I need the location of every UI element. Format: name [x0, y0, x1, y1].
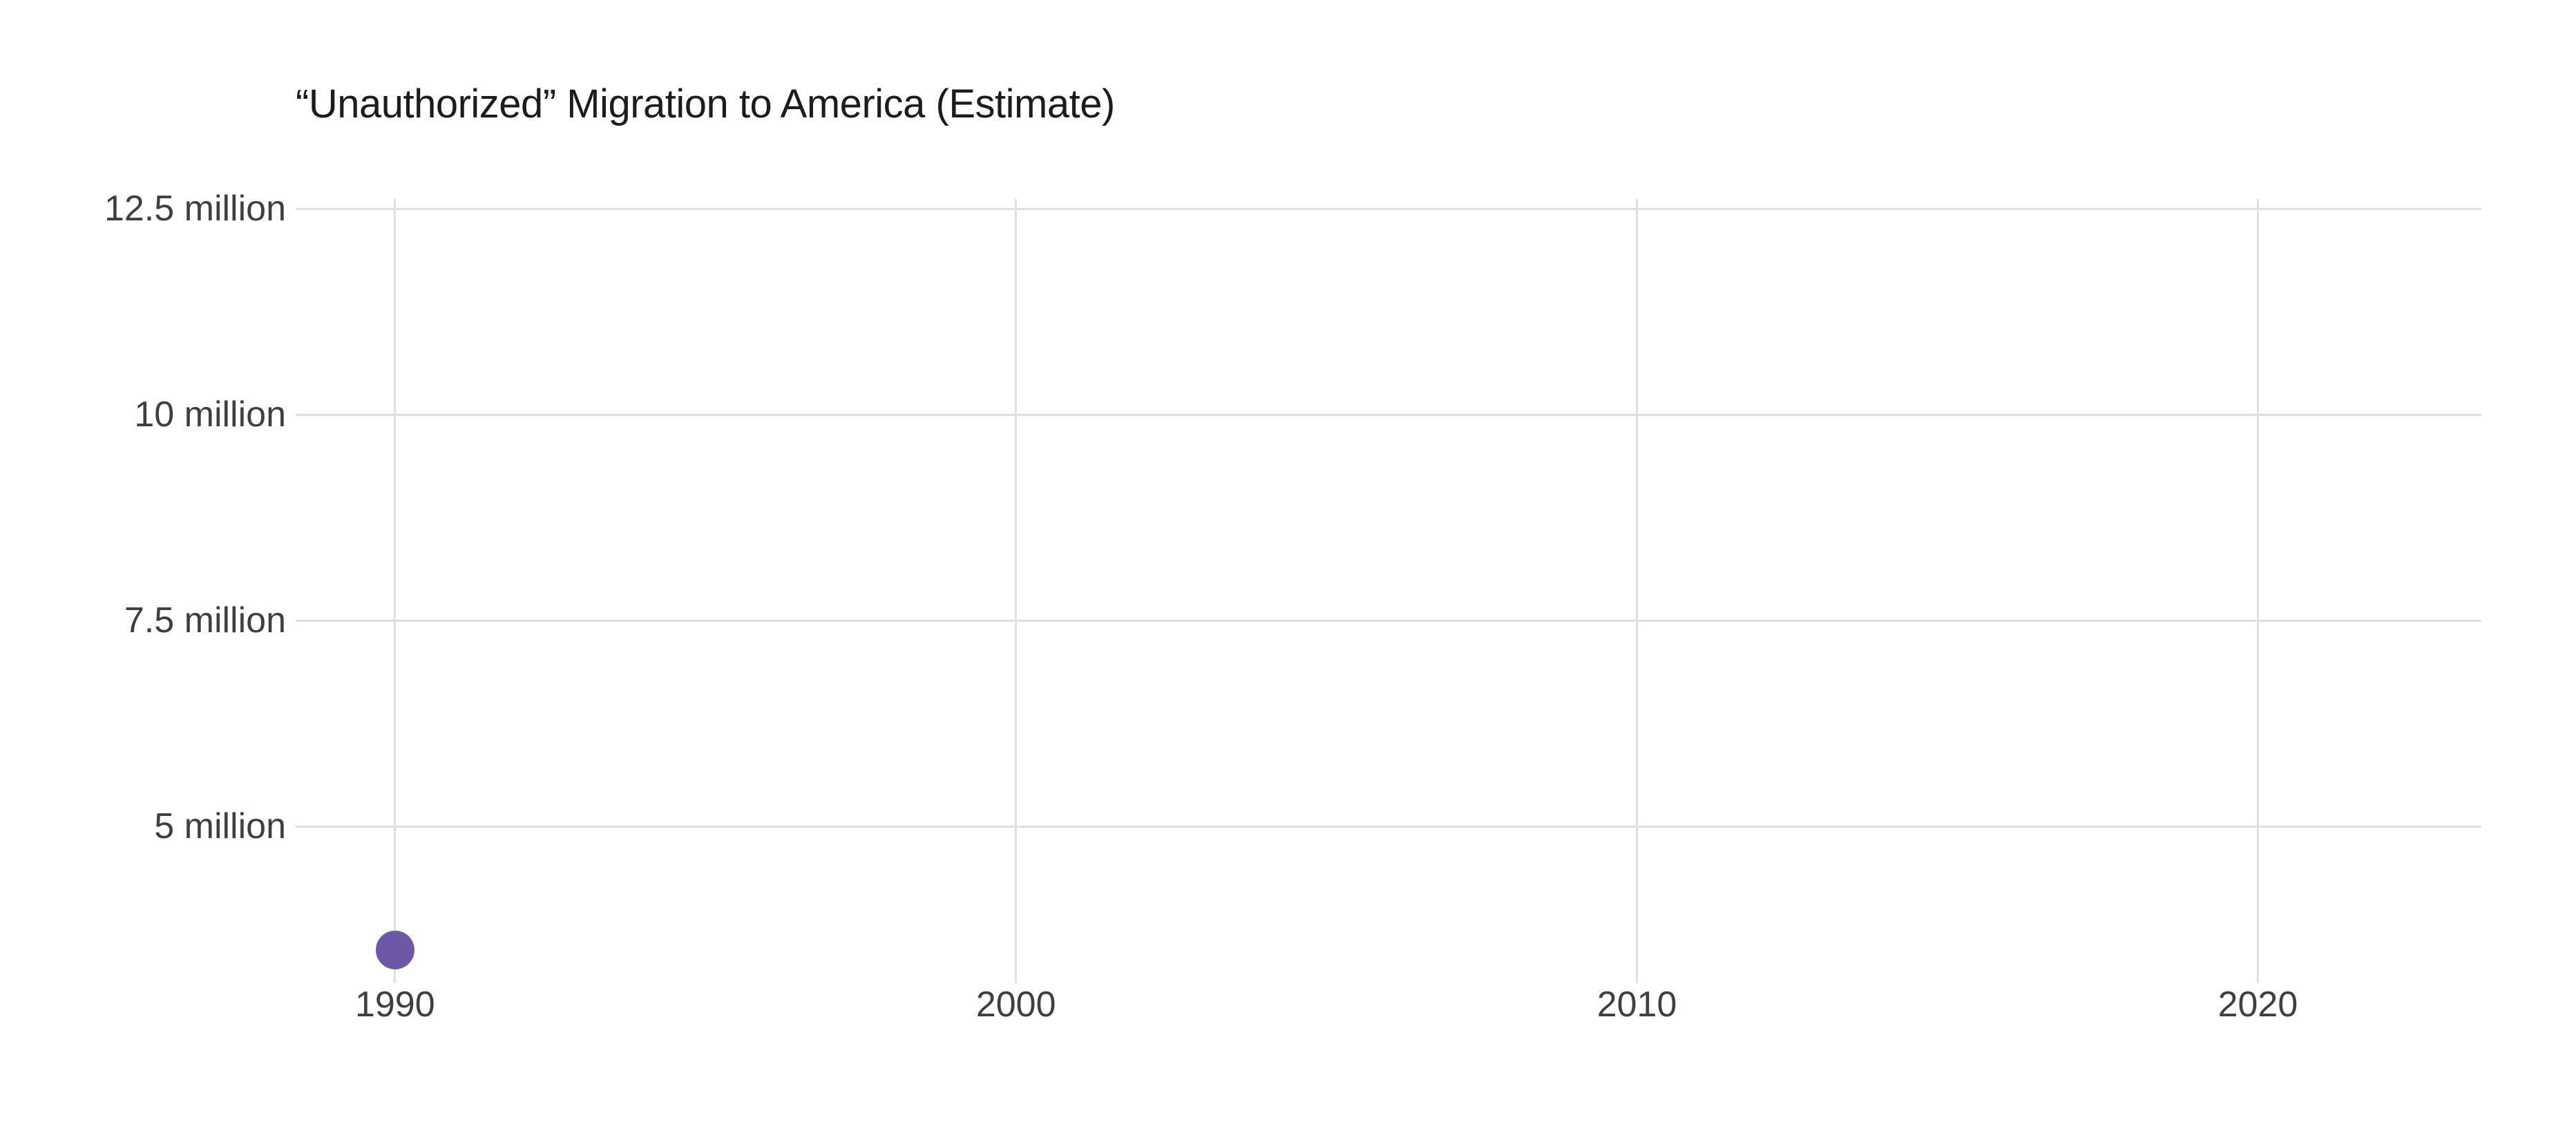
chart-title: “Unauthorized” Migration to America (Est…	[296, 82, 1115, 126]
x-tick-label: 1990	[354, 985, 435, 1025]
y-gridline	[296, 207, 2481, 210]
y-gridline	[296, 825, 2481, 828]
data-point-1990[interactable]	[375, 931, 414, 970]
x-tick-label: 2000	[975, 985, 1056, 1025]
x-gridline	[1015, 199, 1018, 983]
y-gridline	[296, 619, 2481, 622]
x-gridline	[1636, 199, 1639, 983]
x-tick-label: 2020	[2217, 985, 2298, 1025]
y-tick-label: 12.5 million	[104, 189, 286, 229]
x-tick-label: 2010	[1596, 985, 1677, 1025]
y-gridline	[296, 413, 2481, 416]
y-tick-label: 10 million	[134, 395, 286, 435]
y-tick-label: 7.5 million	[124, 600, 286, 641]
y-tick-label: 5 million	[154, 806, 286, 847]
x-gridline	[394, 199, 397, 983]
x-gridline	[2256, 199, 2259, 983]
